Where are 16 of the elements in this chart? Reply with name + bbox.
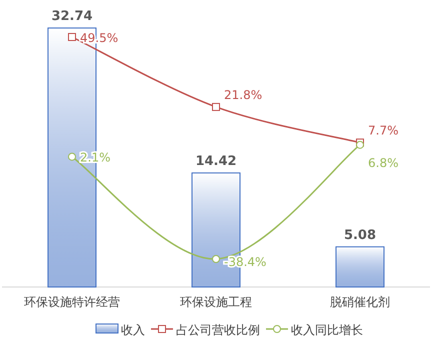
legend-label: 收入同比增长 (291, 323, 363, 337)
point (212, 255, 220, 263)
data-label: 6.8% (368, 156, 398, 170)
legend-label: 收入 (121, 323, 145, 337)
data-label: 21.8% (224, 88, 262, 102)
x-tick-label: 脱硝催化剂 (330, 295, 390, 309)
legend-label: 占公司营收比例 (176, 323, 260, 337)
data-label: 14.42 (195, 154, 237, 169)
data-label: 32.74 (51, 9, 93, 24)
x-tick-label: 环保设施特许经营 (24, 295, 120, 309)
x-tick-label: 环保设施工程 (180, 295, 252, 309)
point (212, 102, 220, 111)
point (68, 152, 76, 161)
data-label: 7.7% (368, 124, 398, 138)
point (68, 33, 76, 41)
data-label: 5.08 (344, 228, 376, 243)
